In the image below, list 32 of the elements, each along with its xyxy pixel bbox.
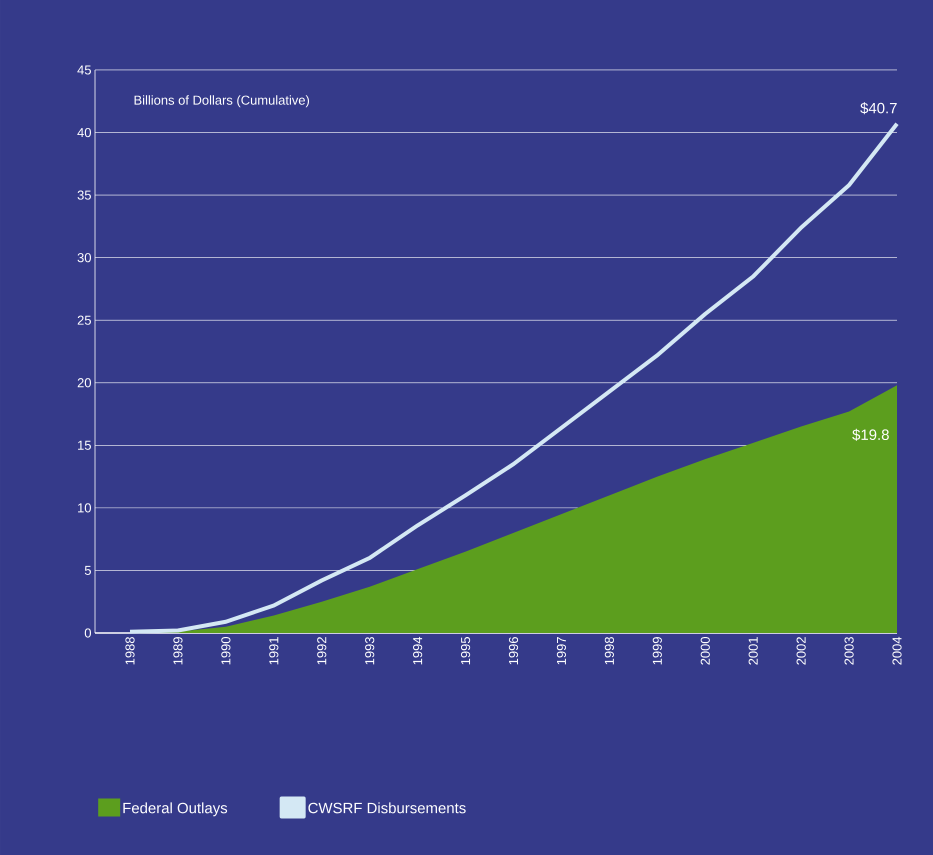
y-tick-label: 30 [78, 253, 91, 262]
y-tick-label: 5 [84, 566, 91, 575]
y-tick-label: 35 [78, 190, 91, 200]
x-tick-label: 1994 [413, 636, 422, 664]
legend-label: CWSRF Disbursements [308, 802, 466, 814]
x-tick-label: 2002 [796, 637, 806, 665]
y-tick-label: 10 [78, 503, 91, 512]
x-tick-label: 2004 [892, 636, 902, 665]
x-tick-label: 1992 [317, 637, 326, 664]
x-tick-label: 1999 [652, 637, 662, 664]
y-axis-title: Billions of Dollars (Cumulative) [134, 95, 310, 108]
annotation: $19.8 [852, 428, 889, 441]
x-tick-label: 1990 [221, 637, 230, 664]
x-tick-label: 2003 [844, 637, 854, 665]
x-tick-label: 2000 [700, 637, 710, 665]
x-tick-label: 1995 [460, 637, 470, 664]
x-tick-label: 1996 [508, 637, 518, 664]
y-tick-label: 20 [78, 378, 91, 388]
annotation: $40.7 [860, 102, 897, 114]
y-tick-label: 40 [77, 128, 91, 138]
y-tick-label: 0 [84, 628, 91, 638]
x-tick-label: 1991 [269, 637, 278, 664]
x-tick-label: 1989 [173, 637, 183, 664]
x-tick-label: 1997 [556, 637, 566, 664]
x-tick-label: 1998 [604, 637, 614, 664]
y-tick-label: 15 [78, 440, 91, 450]
legend-label: Federal Outlays [123, 802, 228, 816]
x-tick-label: 1988 [125, 637, 135, 664]
y-tick-label: 45 [77, 65, 91, 74]
x-tick-label: 2001 [748, 637, 758, 665]
y-tick-label: 25 [78, 316, 91, 325]
x-tick-label: 1993 [365, 637, 374, 664]
